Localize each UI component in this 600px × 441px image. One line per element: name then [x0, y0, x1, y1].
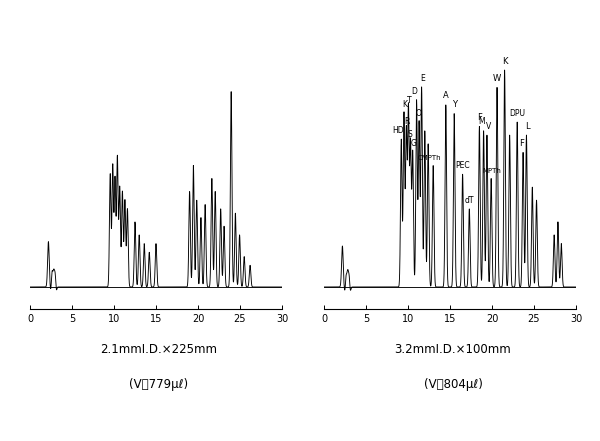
Text: F: F [519, 139, 524, 148]
Text: Y: Y [452, 100, 457, 109]
Text: F: F [477, 113, 482, 122]
Text: M: M [479, 117, 485, 127]
Text: DPU: DPU [509, 108, 525, 118]
Text: K: K [402, 100, 407, 109]
Text: A: A [443, 91, 449, 100]
Text: K: K [502, 56, 508, 66]
Text: 2.1mmI.D.×225mm: 2.1mmI.D.×225mm [101, 343, 218, 356]
Text: CMPTh: CMPTh [417, 155, 441, 161]
Text: MPTh: MPTh [483, 168, 502, 174]
Text: T: T [407, 96, 412, 105]
Text: dT: dT [464, 195, 474, 205]
Text: (V＝804μℓ): (V＝804μℓ) [424, 378, 482, 391]
Text: G: G [410, 139, 416, 148]
Text: V: V [485, 122, 491, 131]
Text: (V＝779μℓ): (V＝779μℓ) [130, 378, 188, 391]
Text: S: S [407, 131, 412, 139]
Text: HD: HD [392, 126, 404, 135]
Text: O: O [415, 108, 421, 118]
Text: 3.2mmI.D.×100mm: 3.2mmI.D.×100mm [395, 343, 511, 356]
Text: R: R [404, 117, 410, 127]
Text: D: D [411, 87, 417, 96]
Text: PEC: PEC [455, 161, 470, 170]
Text: L: L [526, 122, 530, 131]
Text: W: W [493, 74, 501, 83]
Text: E: E [421, 74, 425, 83]
